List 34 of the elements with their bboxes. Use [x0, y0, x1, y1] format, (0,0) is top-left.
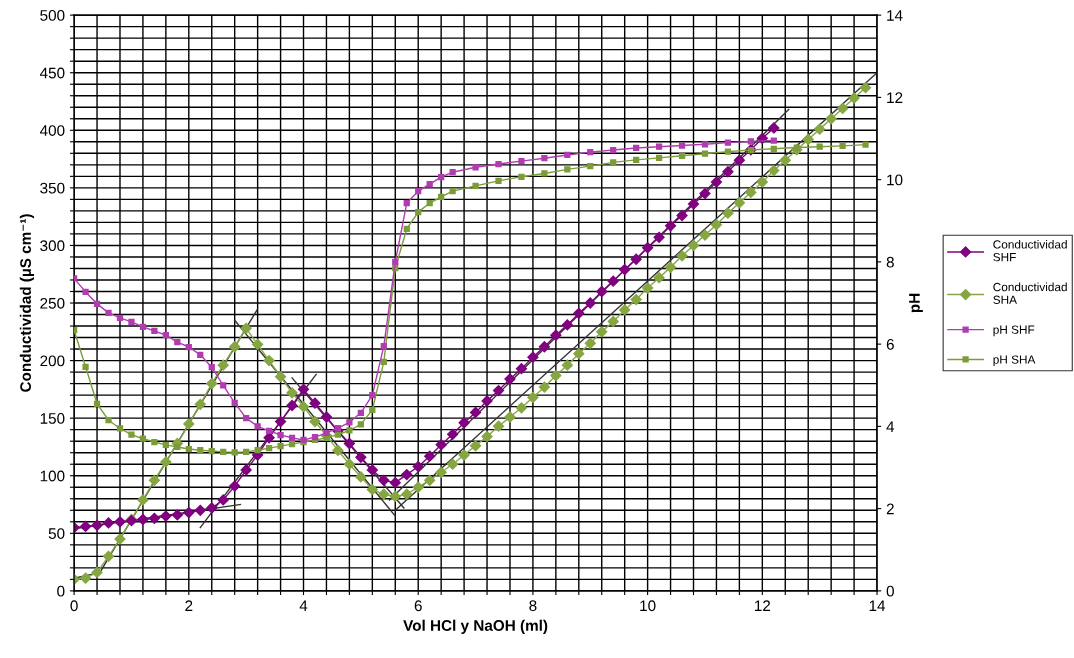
y2-tick-label: 10 [887, 174, 903, 186]
x-tick-label: 6 [414, 600, 422, 612]
x-tick-label: 12 [754, 600, 771, 611]
y-tick-label: 450 [39, 67, 65, 79]
y-tick-label: 500 [40, 10, 65, 21]
y-tick-label: 100 [40, 470, 65, 482]
legend-label: pH SHA [993, 355, 1036, 367]
y2-tick-label: 8 [886, 256, 894, 268]
y-tick-label: 200 [40, 355, 65, 367]
y-tick-label: 150 [40, 413, 65, 424]
y-tick-label: 350 [40, 182, 65, 194]
y-tick-label: 50 [48, 528, 65, 539]
y2-tick-label: 4 [886, 421, 895, 432]
y2-tick-label: 6 [886, 339, 894, 350]
x-tick-label: 4 [299, 600, 308, 611]
x-tick-label: 8 [529, 600, 537, 612]
x-tick-label: 10 [640, 600, 656, 612]
legend-label: Conductividad SHF [993, 239, 1067, 262]
y-tick-label: 300 [40, 240, 65, 252]
y2-tick-label: 14 [887, 10, 903, 21]
y2-tick-label: 2 [886, 503, 894, 515]
y-tick-label: 250 [40, 297, 65, 309]
y-tick-label: 0 [57, 585, 65, 597]
y-tick-label: 400 [39, 125, 65, 136]
x-axis-title: Vol HCl y NaOH (ml) [403, 619, 548, 634]
y2-tick-label: 0 [886, 585, 894, 597]
y2-axis-title: pH [909, 293, 923, 313]
legend-label: pH SHF [993, 325, 1035, 337]
legend-label: Conductividad SHA [993, 282, 1067, 304]
x-tick-label: 14 [869, 600, 886, 611]
x-tick-label: 0 [70, 600, 78, 612]
x-tick-label: 2 [185, 600, 193, 611]
y2-tick-label: 12 [887, 92, 903, 103]
y-axis-title: Conductividad (µS cm⁻¹) [19, 214, 35, 392]
